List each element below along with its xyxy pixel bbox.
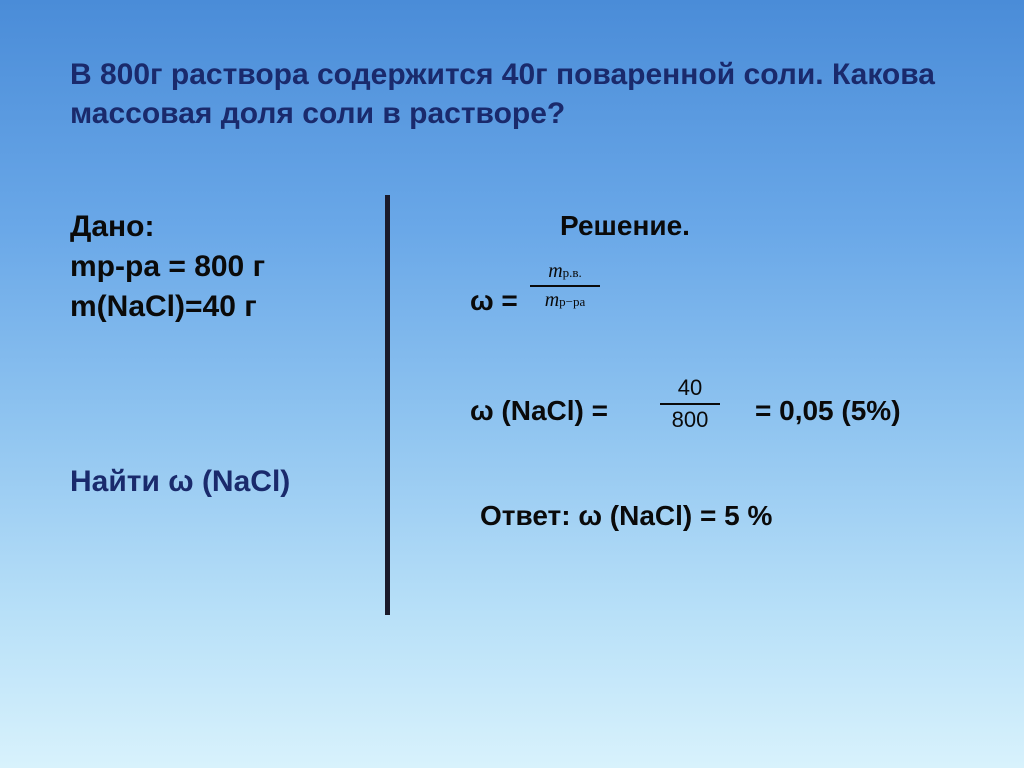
problem-title: В 800г раствора содержится 40г поваренно… [70, 55, 950, 133]
fraction-numerator: mр.в. [530, 260, 600, 283]
vertical-divider [385, 195, 390, 615]
given-label: Дано: [70, 210, 155, 244]
solution-label: Решение. [560, 210, 690, 242]
given-mass-solution: mр-ра = 800 г [70, 250, 265, 284]
formula-omega-symbol: ω = [470, 285, 518, 317]
fraction-numerator-value: 40 [660, 375, 720, 401]
fraction-denominator-value: 800 [660, 407, 720, 433]
given-mass-nacl: m(NaCl)=40 г [70, 290, 257, 324]
formula-omega-nacl: ω (NaCl) = [470, 395, 608, 427]
formula-fraction-general: mр.в. mр−ра [530, 260, 600, 312]
formula-result: = 0,05 (5%) [755, 395, 901, 427]
formula-fraction-numeric: 40 800 [660, 375, 720, 433]
find-label: Найти ω (NaCl) [70, 465, 290, 499]
fraction-line [660, 403, 720, 405]
answer-line: Ответ: ω (NaCl) = 5 % [480, 500, 772, 532]
fraction-denominator: mр−ра [530, 289, 600, 312]
fraction-line [530, 285, 600, 287]
